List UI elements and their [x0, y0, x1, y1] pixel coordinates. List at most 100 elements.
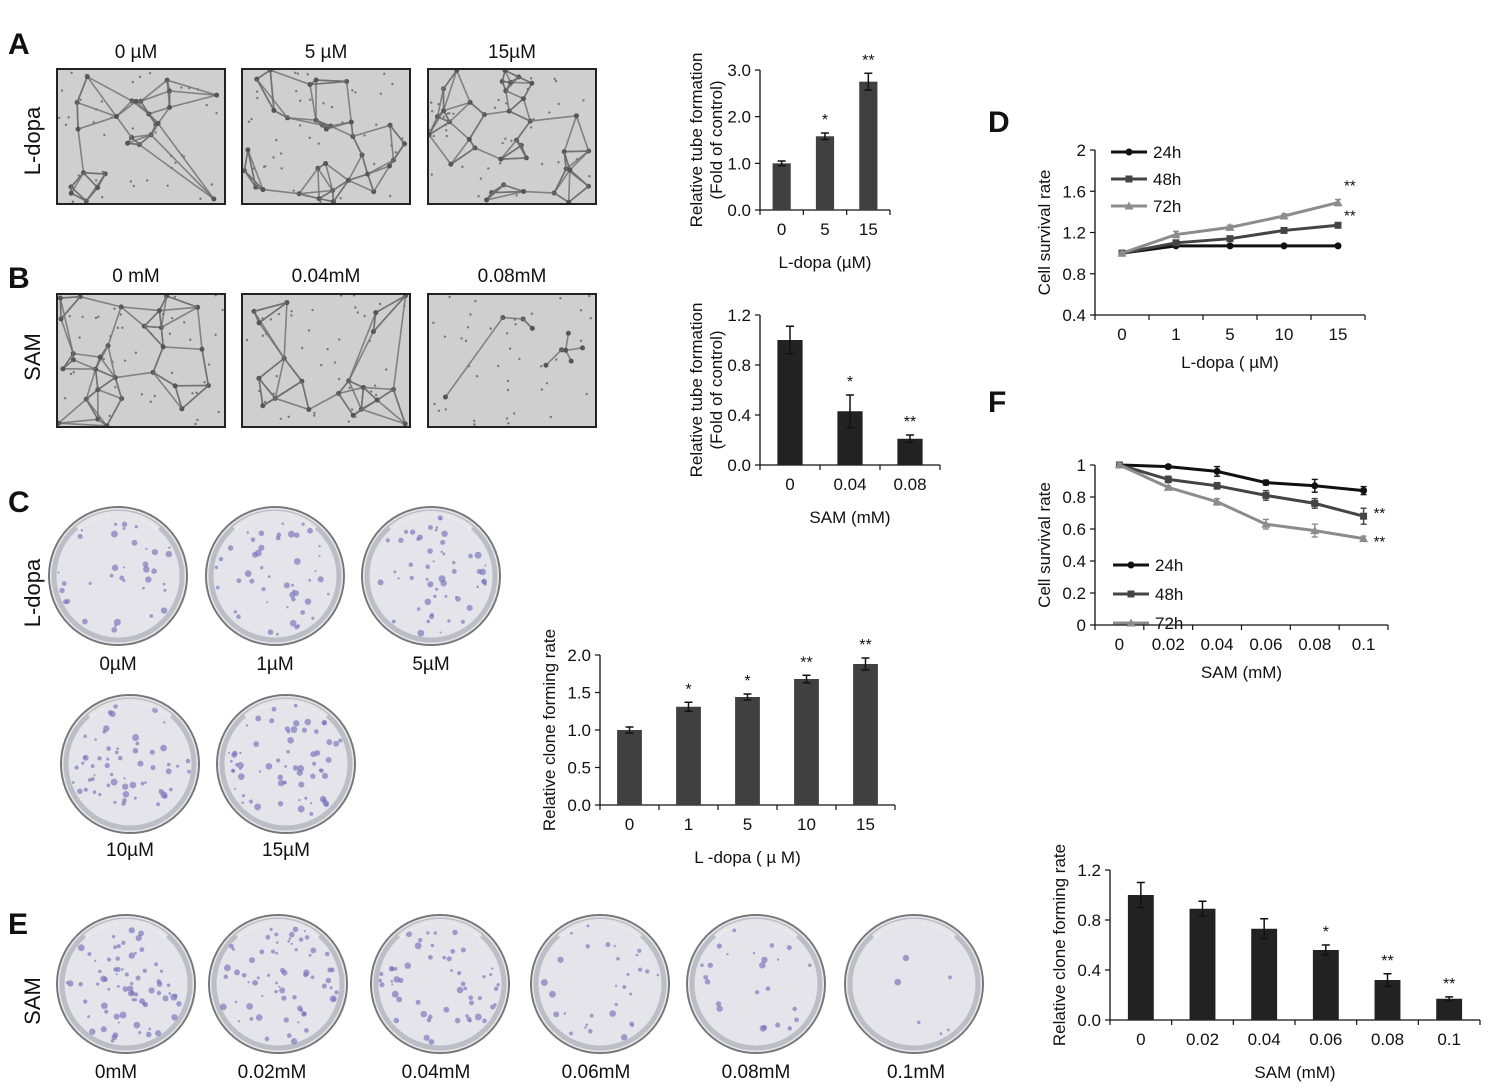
significance-label: *: [822, 112, 828, 129]
dish-caption: 0mM: [94, 1062, 138, 1083]
colony-texture: [50, 508, 186, 644]
image-caption: 0 mM: [112, 266, 160, 287]
x-tick-label: 0.04: [1201, 635, 1234, 654]
x-tick-label: 10: [1275, 325, 1294, 344]
dish-caption: 1µM: [256, 654, 294, 675]
dish-caption: 0.1mM: [886, 1062, 946, 1083]
x-tick-label: 0: [1115, 635, 1124, 654]
y-tick-label: 0: [1077, 616, 1086, 635]
bar: [735, 697, 760, 805]
data-point: [1334, 242, 1342, 250]
data-point: [1360, 487, 1368, 495]
y-tick-label: 0.0: [727, 456, 751, 475]
x-tick-label: 0.08: [893, 475, 926, 494]
legend-label: 72h: [1155, 614, 1183, 633]
y-tick-label: 0.2: [1062, 584, 1086, 603]
image-caption: 5 µM: [304, 42, 348, 63]
dish-caption: 0.08mM: [721, 1062, 791, 1083]
tube-network-texture: [429, 70, 592, 203]
legend-marker: [1126, 618, 1136, 627]
culture-dish: [530, 914, 670, 1054]
bar: [794, 679, 819, 805]
x-tick-label: 0: [625, 815, 634, 834]
legend-label: 48h: [1155, 585, 1183, 604]
y-tick-label: 1.2: [1062, 224, 1086, 243]
image-caption: 0.08mM: [477, 266, 547, 287]
tube-network-texture: [243, 70, 407, 203]
data-point: [1226, 242, 1234, 250]
colony-texture: [210, 916, 346, 1052]
dish-caption: 0.06mM: [561, 1062, 631, 1083]
significance-label: *: [744, 673, 750, 690]
bar: [1127, 895, 1154, 1020]
colony-texture: [207, 508, 343, 644]
data-point: [1171, 230, 1181, 239]
microscopy-image: [241, 293, 411, 428]
y-tick-label: 1.5: [567, 684, 591, 703]
y-tick-label: 1.2: [727, 306, 751, 325]
x-tick-label: 1: [1171, 325, 1180, 344]
microscopy-image: [56, 68, 226, 205]
panel-label-b: B: [8, 262, 30, 295]
y-tick-label: 1: [1077, 456, 1086, 475]
data-point: [1311, 482, 1319, 490]
legend-marker: [1125, 175, 1133, 183]
panel-label-a: A: [8, 28, 30, 61]
data-point: [1164, 475, 1172, 483]
x-axis-label: SAM (mM): [1254, 1063, 1335, 1082]
y-tick-label: 0.8: [1062, 488, 1086, 507]
x-tick-label: 0.1: [1352, 635, 1376, 654]
colony-texture: [62, 696, 198, 832]
data-point: [1163, 482, 1173, 491]
culture-dish: [844, 914, 984, 1054]
colony-texture: [218, 696, 354, 832]
image-caption: 0.04mM: [291, 266, 361, 287]
y-tick-label: 2.0: [567, 646, 591, 665]
data-point: [1114, 460, 1124, 469]
x-axis-label: L-dopa (µM): [779, 253, 872, 272]
data-point: [1213, 467, 1221, 475]
x-tick-label: 1: [684, 815, 693, 834]
culture-dish: [56, 914, 196, 1054]
microscopy-image: [56, 293, 226, 428]
legend-label: 72h: [1153, 197, 1181, 216]
y-axis-label-unit: (Fold of control): [707, 80, 726, 199]
dish-caption: 0.02mM: [237, 1062, 307, 1083]
culture-dish: [686, 914, 826, 1054]
tube-network-texture: [58, 295, 224, 426]
panel-label-d: D: [988, 106, 1010, 139]
y-tick-label: 0.4: [1062, 552, 1086, 571]
y-axis-label: Relative clone forming rate: [540, 629, 559, 831]
bar: [1436, 998, 1463, 1020]
x-tick-label: 15: [1329, 325, 1348, 344]
tube-network-texture: [432, 295, 592, 426]
tube-network-texture: [245, 295, 409, 426]
x-axis-label: L-dopa ( µM): [1181, 353, 1279, 372]
y-tick-label: 0.4: [727, 406, 751, 425]
x-tick-label: 0: [777, 220, 786, 239]
y-tick-label: 0.0: [727, 201, 751, 220]
microscopy-image: [241, 68, 411, 205]
image-caption: 0 µM: [114, 42, 158, 63]
legend-marker: [1127, 590, 1135, 598]
legend-marker: [1127, 561, 1135, 569]
x-tick-label: 0.1: [1437, 1030, 1461, 1049]
bar: [859, 81, 878, 210]
x-tick-label: 0: [1117, 325, 1126, 344]
y-tick-label: 3.0: [727, 61, 751, 80]
significance-label: **: [1344, 178, 1356, 195]
x-tick-label: 0.06: [1309, 1030, 1342, 1049]
series-line-48h: [1118, 463, 1364, 518]
chart-d-cell-survival-ldopa: 0.40.81.21.620 1 5 10 15L-dopa ( µM)Cell sur…: [1035, 141, 1366, 372]
data-point: [1225, 222, 1235, 231]
legend-marker: [1125, 148, 1133, 156]
data-point: [1280, 226, 1288, 234]
row-label-b: SAM: [20, 333, 45, 381]
y-axis-label: Relative clone forming rate: [1050, 844, 1069, 1046]
data-point: [1334, 221, 1342, 229]
microscopy-image: [427, 293, 597, 428]
colony-texture: [846, 916, 982, 1052]
panel-label-c: C: [8, 486, 30, 519]
significance-label: **: [800, 654, 812, 671]
image-caption: 15µM: [488, 42, 536, 63]
